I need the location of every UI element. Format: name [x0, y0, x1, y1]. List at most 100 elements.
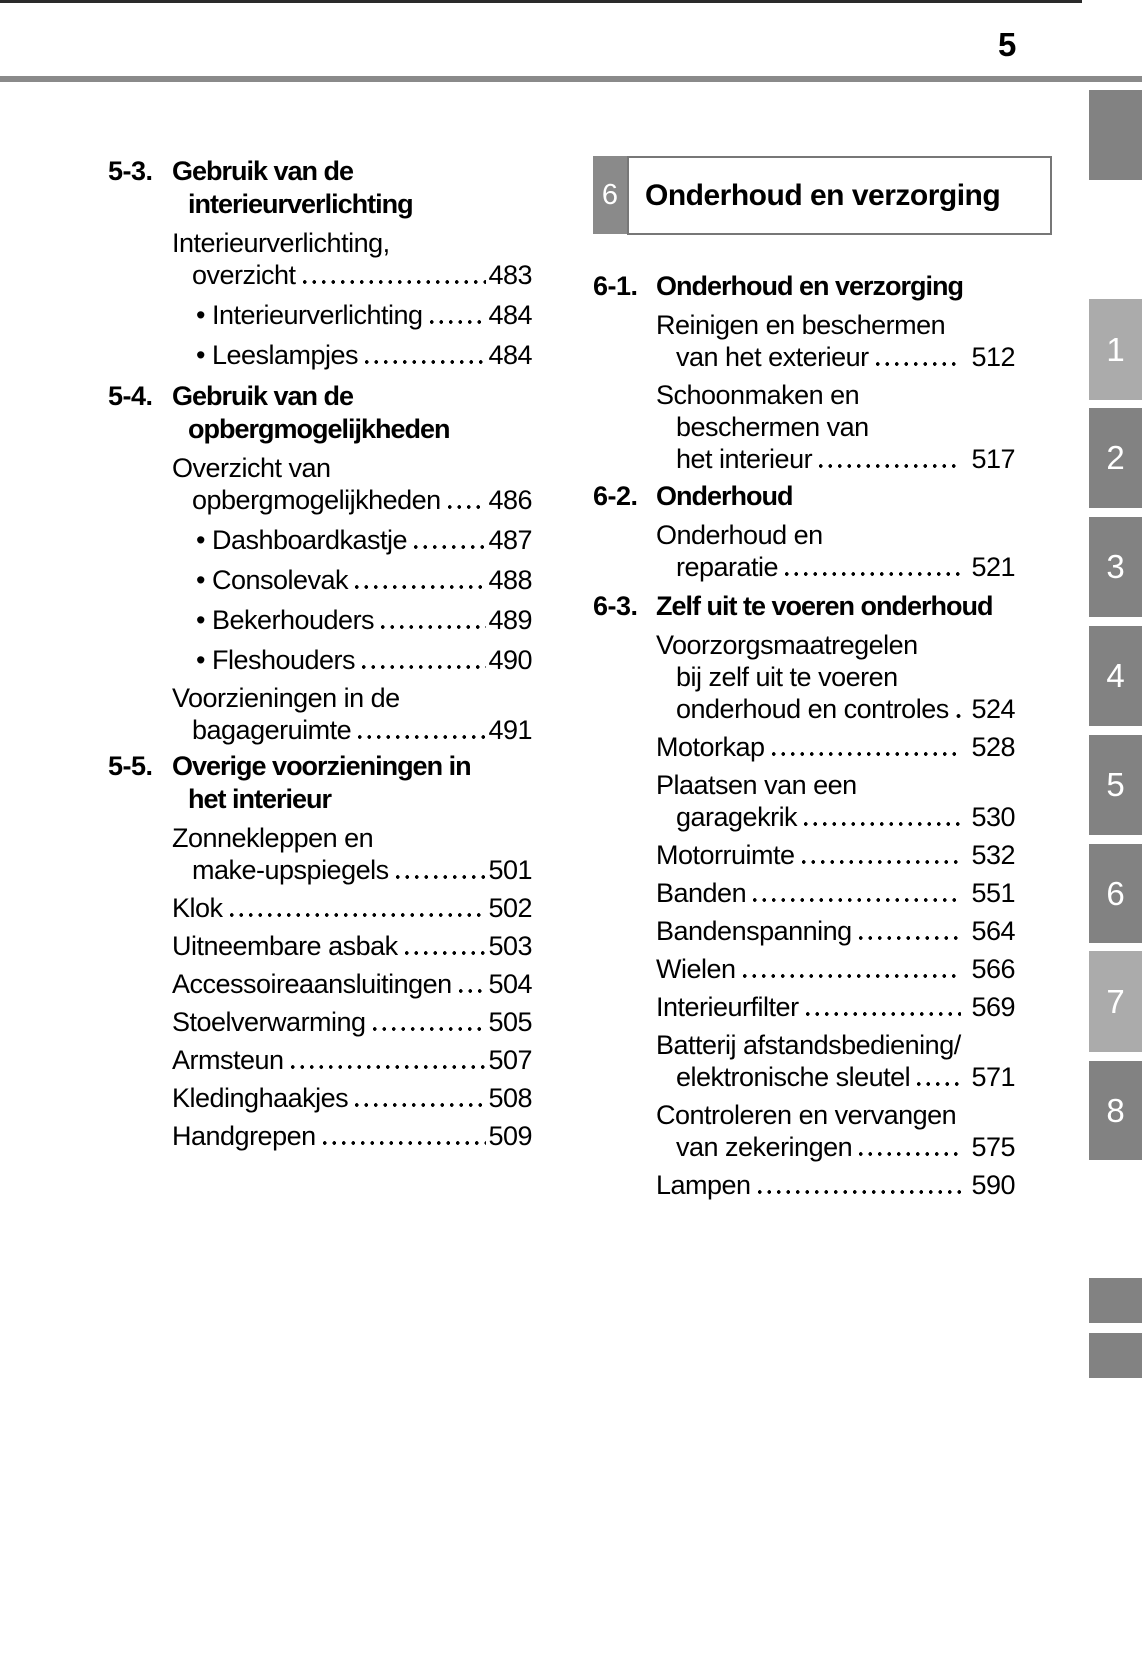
toc-section-5-4: 5-4. Gebruik van de opbergmogelijkheden Ove… [108, 380, 532, 746]
dot-leader [285, 1044, 487, 1076]
toc-entry: Voorzorgsmaatregelen bij zelf uit te voer… [656, 629, 1015, 725]
entry-text: Wielen [656, 954, 736, 984]
entry-text: • Fleshouders [196, 645, 356, 675]
entry-text: Bandenspanning [656, 916, 852, 946]
entry-page-number: 487 [488, 525, 532, 555]
section-title: Gebruik van de opbergmogelijkheden [172, 381, 451, 444]
side-tab-label: 8 [1106, 1091, 1125, 1129]
toc-entry: Interieurfilter 569 [656, 991, 1015, 1023]
side-tab-label: 4 [1106, 657, 1125, 694]
entry-text-line: Controleren en vervangen [656, 1100, 957, 1130]
entry-page-number: 489 [488, 605, 532, 635]
entry-page-number: 503 [488, 931, 532, 961]
toc-entry: Accessoireaansluitingen 504 [172, 968, 532, 1000]
entry-text: elektronische sleutel [676, 1062, 911, 1092]
entry-page-number: 528 [971, 732, 1015, 762]
dot-leader [399, 930, 487, 962]
toc-entry: Klok 502 [172, 892, 532, 924]
entry-text: • Bekerhouders [196, 605, 375, 635]
toc-entry: Wielen 566 [656, 953, 1015, 985]
section-number: 5-3. [108, 156, 153, 186]
header-rule [0, 76, 1142, 82]
entry-page-number: 508 [488, 1083, 532, 1113]
dot-leader [737, 953, 962, 985]
toc-entry: • Leeslampjes 484 [172, 339, 532, 371]
entry-page-number: 483 [488, 260, 532, 290]
dot-leader [317, 1120, 487, 1152]
entry-text: garagekrik [676, 802, 798, 832]
dot-leader [796, 839, 962, 871]
section-title: Zelf uit te voeren onderhoud [656, 591, 994, 621]
entry-text: Klok [172, 893, 223, 923]
entry-page-number: 569 [971, 992, 1015, 1022]
entry-text-line: Batterij afstandsbediening/ [656, 1030, 961, 1060]
entry-text: Interieurfilter [656, 992, 799, 1022]
entry-text: • Dashboardkastje [196, 525, 408, 555]
entry-text: Stoelverwarming [172, 1007, 366, 1037]
entry-text: overzicht [192, 260, 296, 290]
toc-entry: Armsteun 507 [172, 1044, 532, 1076]
toc-entry: Uitneembare asbak 503 [172, 930, 532, 962]
dot-leader [409, 524, 487, 556]
toc-entry: • Fleshouders 490 [172, 644, 532, 676]
entry-text-line: Onderhoud en [656, 520, 823, 550]
toc-entry: Banden 551 [656, 877, 1015, 909]
entry-page-number: 524 [971, 694, 1015, 724]
side-tab-8: 8 [1089, 1061, 1142, 1160]
toc-entry: Plaatsen van een garagekrik 530 [656, 769, 1015, 833]
toc-section-5-5: 5-5. Overige voorzieningen in het interieu… [108, 750, 532, 1152]
entry-page-number: 551 [971, 878, 1015, 908]
dot-leader [800, 991, 962, 1023]
toc-section-6-2: 6-2. Onderhoud Onderhoud en reparatie 521 [593, 480, 1015, 583]
dot-leader [367, 1006, 487, 1038]
entry-text: • Leeslampjes [196, 340, 359, 370]
entry-page-number: 502 [488, 893, 532, 923]
entry-text: Motorkap [656, 732, 765, 762]
side-tab-7: 7 [1089, 951, 1142, 1052]
toc-entry: Bandenspanning 564 [656, 915, 1015, 947]
dot-leader [442, 484, 487, 516]
section-title: Onderhoud en verzorging [656, 271, 964, 301]
entry-page-number: 501 [488, 855, 532, 885]
entry-text: Motorruimte [656, 840, 795, 870]
section-title: Onderhoud [656, 481, 793, 511]
chapter-banner: Onderhoud en verzorging [627, 156, 1052, 235]
dot-leader [870, 341, 962, 373]
dot-leader [814, 443, 962, 475]
entry-page-number: 564 [971, 916, 1015, 946]
section-title: Overige voorzieningen in het interieur [172, 751, 472, 814]
toc-entry: Handgrepen 509 [172, 1120, 532, 1152]
entry-text-line: Interieurverlichting, [172, 228, 390, 258]
entry-page-number: 517 [971, 444, 1015, 474]
entry-text-line: Plaatsen van een [656, 770, 857, 800]
entry-page-number: 509 [488, 1121, 532, 1151]
section-number: 5-5. [108, 751, 153, 781]
section-number: 6-1. [593, 271, 638, 301]
entry-text: Lampen [656, 1170, 751, 1200]
dot-leader [780, 551, 962, 583]
dot-leader [424, 299, 487, 331]
dot-leader [912, 1061, 962, 1093]
page-number: 5 [998, 26, 1017, 63]
toc-section-5-3: 5-3. Gebruik van de interieurverlichting In… [108, 155, 532, 371]
toc-entry: Motorruimte 532 [656, 839, 1015, 871]
side-tab-1: 1 [1089, 299, 1142, 400]
toc-entry: Voorzieningen in de bagageruimte 491 [172, 682, 532, 746]
entry-page-number: 490 [488, 645, 532, 675]
entry-text: onderhoud en controles [676, 694, 949, 724]
toc-entry: Motorkap 528 [656, 731, 1015, 763]
entry-text-line: bij zelf uit te voeren [676, 662, 898, 692]
toc-entry: Controleren en vervangen van zekeringen 57… [656, 1099, 1015, 1163]
side-tab-blank [1089, 1278, 1142, 1323]
entry-page-number: 512 [971, 342, 1015, 372]
entry-page-number: 571 [971, 1062, 1015, 1092]
entry-text: reparatie [676, 552, 779, 582]
dot-leader [297, 259, 487, 291]
dot-leader [752, 1169, 962, 1201]
entry-page-number: 491 [488, 715, 532, 745]
toc-section-6-3: 6-3. Zelf uit te voeren onderhoud Voorzorg… [593, 590, 1015, 1201]
toc-section-6-1: 6-1. Onderhoud en verzorging Reinigen en b… [593, 270, 1015, 475]
side-tab-label: 6 [1106, 874, 1125, 912]
dot-leader [350, 1082, 487, 1114]
dot-leader [376, 604, 487, 636]
